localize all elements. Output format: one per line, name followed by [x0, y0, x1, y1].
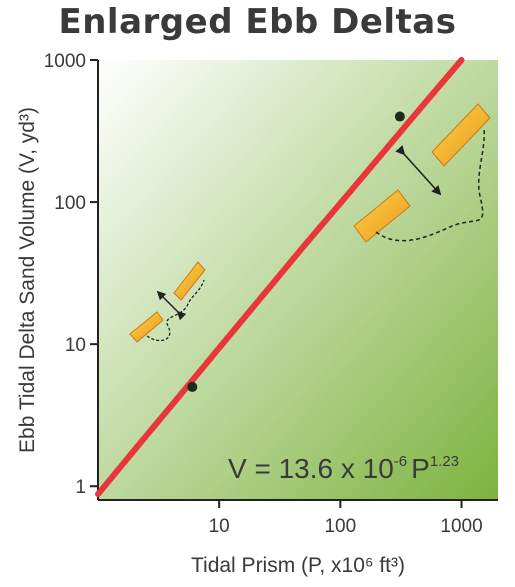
- large-delta-illustration: [353, 103, 491, 243]
- large-delta-shape: [353, 189, 411, 243]
- equation-variable: P: [411, 453, 430, 484]
- large-delta-channel: [375, 127, 485, 242]
- series-layer: [95, 57, 465, 498]
- equation-exponent: -6: [394, 453, 407, 470]
- y-tick-label: 100: [54, 193, 86, 214]
- x-tick-label: 100: [324, 516, 356, 537]
- equation-power: 1.23: [430, 453, 459, 470]
- chart-title: Enlarged Ebb Deltas: [58, 2, 457, 42]
- equation-label: V = 13.6 x 10-6 P1.23: [228, 453, 459, 484]
- highlighted-point: [394, 111, 405, 122]
- highlighted-point: [187, 381, 198, 392]
- ticks-layer: 10 100 1000 1 10 100 1000: [44, 51, 483, 537]
- y-tick-label: 1000: [44, 51, 86, 72]
- x-axis-label: Tidal Prism (P, x10⁶ ft³): [191, 554, 405, 577]
- series-line: [95, 57, 465, 498]
- small-delta-illustration: [129, 261, 206, 343]
- x-tick-label: 10: [209, 516, 230, 537]
- small-delta-channel: [146, 279, 205, 342]
- plot-area: [98, 60, 498, 500]
- large-delta-arrow: [395, 145, 442, 196]
- y-tick-label: 1: [75, 477, 86, 498]
- equation-main: V = 13.6 x 10: [228, 453, 394, 484]
- points-layer: [187, 111, 405, 392]
- small-delta-arrow: [156, 290, 187, 321]
- x-tick-label: 1000: [440, 516, 482, 537]
- y-tick-label: 10: [65, 335, 86, 356]
- y-axis-label: Ebb Tidal Delta Sand Volume (V, yd³): [16, 107, 39, 453]
